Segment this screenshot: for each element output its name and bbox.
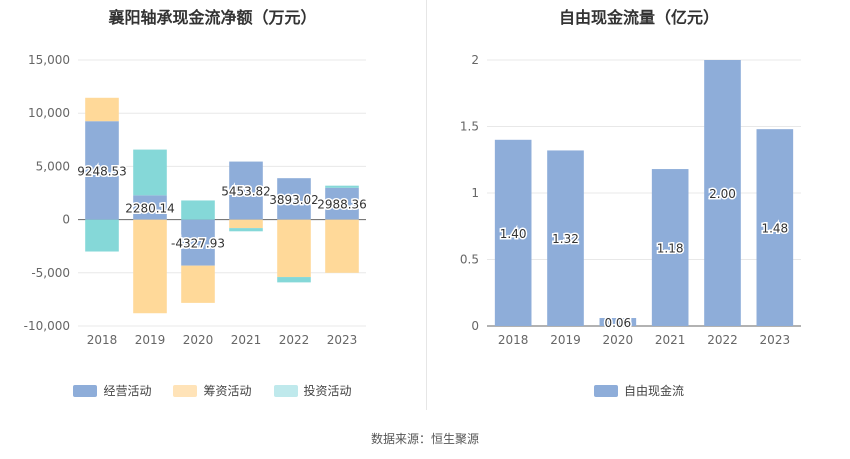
bar-筹资活动-2022 (277, 219, 311, 278)
x-tick-label: 2018 (87, 333, 118, 347)
free-cash-flow-chart: 2 1.5 1 0.5 0 2018 1.40 2019 1.32 2020 0.06 2021 1.1… (460, 53, 801, 347)
data-label: 2988.36 (317, 198, 367, 212)
panel-divider (426, 0, 427, 410)
legend-label: 筹资活动 (203, 384, 252, 398)
free-cash-flow-chart-panel: 自由现金流量（亿元） 2 1.5 1 0.5 0 2018 1.40 2019 1.32 2020… (428, 0, 850, 410)
bar-经营活动-2023 (325, 187, 359, 220)
data-label: 1.32 (552, 232, 579, 246)
x-tick-label: 2021 (231, 333, 262, 347)
data-label: 9248.53 (77, 164, 127, 178)
bar-经营活动-2020 (181, 219, 215, 266)
y-tick-label: 10,000 (28, 106, 70, 120)
bar-投资活动-2023 (325, 185, 359, 188)
y-tick-label: -5,000 (31, 266, 70, 280)
legend-swatch (593, 384, 618, 397)
data-label: 1.40 (500, 227, 527, 241)
y-tick-label: -10,000 (24, 319, 70, 333)
x-tick-label: 2019 (550, 333, 581, 347)
bar-自由现金流-2022 (704, 60, 741, 326)
data-label: 0.06 (604, 316, 631, 330)
legend-label: 自由现金流 (623, 384, 684, 398)
legend-label: 投资活动 (303, 384, 352, 398)
bar-经营活动-2022 (277, 178, 311, 220)
bar-投资活动-2019 (133, 149, 167, 196)
legend-item[interactable]: 筹资活动 (173, 382, 252, 399)
legend-swatch (73, 384, 98, 397)
y-tick-label: 2 (471, 53, 479, 67)
bar-自由现金流-2019 (547, 150, 584, 326)
x-tick-label: 2018 (498, 333, 529, 347)
x-tick-label: 2022 (279, 333, 310, 347)
bar-筹资活动-2020 (181, 265, 215, 303)
bar-自由现金流-2023 (756, 129, 794, 326)
y-tick-label: 15,000 (28, 53, 70, 67)
bar-投资活动-2021 (229, 228, 263, 232)
cash-flow-chart: 15,000 10,000 5,000 0 -5,000 -10,000 2018 9248.… (24, 53, 369, 347)
data-label: -4327.93 (171, 237, 225, 251)
bar-筹资活动-2021 (229, 219, 263, 229)
y-tick-label: 5,000 (36, 159, 70, 173)
bar-投资活动-2020 (181, 200, 215, 220)
bar-投资活动-2022 (277, 277, 311, 283)
x-tick-label: 2021 (655, 333, 686, 347)
x-tick-label: 2023 (327, 333, 358, 347)
data-label: 2.00 (709, 187, 736, 201)
y-tick-label: 1.5 (460, 120, 479, 134)
free-cash-flow-legend: 自由现金流 (428, 382, 850, 399)
bar-经营活动-2018 (85, 121, 119, 220)
bar-自由现金流-2018 (494, 139, 532, 326)
bar-筹资活动-2019 (133, 219, 167, 314)
bar-经营活动-2021 (229, 161, 263, 220)
x-tick-label: 2023 (760, 333, 791, 347)
y-tick-label: 0 (471, 319, 479, 333)
y-tick-label: 1 (471, 186, 479, 200)
cash-flow-chart-panel: 襄阳轴承现金流净额（万元） 15,000 10,000 5,000 0 -5,000 -1… (0, 0, 425, 410)
bar-自由现金流-2020 (599, 318, 637, 326)
legend-label: 经营活动 (103, 384, 152, 398)
cash-flow-chart-title: 襄阳轴承现金流净额（万元） (108, 8, 317, 27)
x-tick-label: 2020 (603, 333, 634, 347)
cash-flow-legend: 经营活动 筹资活动 投资活动 (0, 382, 425, 399)
y-tick-label: 0 (62, 213, 70, 227)
legend-item[interactable]: 自由现金流 (593, 382, 684, 399)
legend-swatch (273, 384, 298, 397)
legend-item[interactable]: 投资活动 (273, 382, 352, 399)
data-source: 数据来源：恒生聚源 (370, 432, 479, 446)
data-label: 1.18 (657, 242, 684, 256)
free-cash-flow-chart-title: 自由现金流量（亿元） (558, 8, 719, 27)
bar-筹资活动-2018 (85, 97, 119, 122)
bar-筹资活动-2023 (325, 219, 359, 273)
y-tick-label: 0.5 (460, 253, 479, 267)
x-tick-label: 2019 (135, 333, 166, 347)
x-tick-label: 2022 (707, 333, 738, 347)
x-tick-label: 2020 (183, 333, 214, 347)
data-label: 3893.02 (269, 193, 319, 207)
bar-自由现金流-2021 (651, 169, 689, 326)
data-label: 1.48 (761, 222, 788, 236)
bar-投资活动-2018 (85, 219, 119, 252)
data-label: 5453.82 (221, 185, 271, 199)
bar-经营活动-2019 (133, 195, 167, 220)
legend-item[interactable]: 经营活动 (73, 382, 151, 399)
data-label: 2280.14 (125, 201, 175, 215)
legend-swatch (173, 384, 198, 397)
